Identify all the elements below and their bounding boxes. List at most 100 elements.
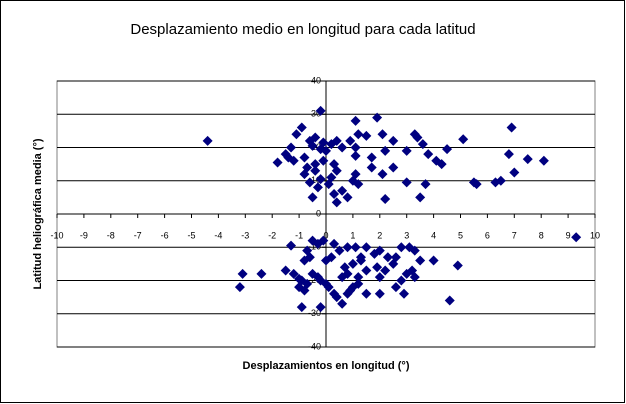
point — [353, 129, 364, 140]
x-tick-label: -8 — [107, 230, 115, 240]
point — [331, 197, 342, 208]
point — [307, 140, 318, 151]
y-tick-label: -30 — [308, 308, 321, 318]
y-axis-label: Latitud heliográfica media (°) — [32, 138, 44, 289]
point — [296, 122, 307, 133]
point — [347, 258, 358, 269]
point — [361, 265, 372, 276]
point — [329, 159, 340, 170]
point — [401, 177, 412, 188]
point — [374, 272, 385, 283]
point — [412, 132, 423, 143]
y-tick-label: -40 — [308, 341, 321, 351]
x-tick-label: 5 — [458, 230, 463, 240]
point — [377, 129, 388, 140]
x-tick-label: -9 — [80, 230, 88, 240]
point — [331, 292, 342, 303]
point — [361, 242, 372, 253]
x-tick-label: -7 — [134, 230, 142, 240]
x-tick-label: -1 — [295, 230, 303, 240]
point — [307, 192, 318, 203]
point — [538, 155, 549, 166]
point — [380, 194, 391, 205]
point — [299, 152, 310, 163]
point — [495, 175, 506, 186]
point — [390, 282, 401, 293]
point — [337, 142, 348, 153]
x-axis-label: Desplazamientos en longitud (°) — [243, 360, 410, 372]
x-tick-label: 2 — [377, 230, 382, 240]
point — [286, 240, 297, 251]
y-tick-label: 30 — [311, 109, 321, 119]
point — [396, 242, 407, 253]
point — [272, 157, 283, 168]
point — [323, 179, 334, 190]
y-tick-label: 0 — [316, 208, 321, 218]
x-tick-label: 6 — [485, 230, 490, 240]
chart-title: Desplazamiento medio en longitud para ca… — [130, 21, 475, 38]
point — [350, 150, 361, 161]
x-tick-label: -10 — [50, 230, 63, 240]
point — [337, 185, 348, 196]
x-tick-label: 10 — [590, 230, 600, 240]
x-tick-label: 7 — [512, 230, 517, 240]
point — [374, 288, 385, 299]
point — [388, 162, 399, 173]
point — [503, 149, 514, 160]
point — [353, 179, 364, 190]
point — [361, 130, 372, 141]
point — [415, 255, 426, 266]
point — [458, 134, 469, 145]
point — [318, 155, 329, 166]
point — [299, 255, 310, 266]
point — [399, 288, 410, 299]
point — [442, 144, 453, 155]
point — [417, 139, 428, 150]
point — [380, 145, 391, 156]
point — [323, 282, 334, 293]
point — [315, 302, 326, 313]
point — [420, 179, 431, 190]
point — [423, 149, 434, 160]
point — [366, 152, 377, 163]
point — [202, 135, 213, 146]
point — [312, 182, 323, 193]
point — [388, 135, 399, 146]
point — [401, 145, 412, 156]
x-tick-label: -4 — [214, 230, 222, 240]
point — [390, 252, 401, 263]
point — [377, 169, 388, 180]
point — [291, 129, 302, 140]
point — [350, 142, 361, 153]
point — [329, 189, 340, 200]
x-tick-label: 3 — [404, 230, 409, 240]
point — [506, 122, 517, 133]
point — [337, 272, 348, 283]
point — [353, 272, 364, 283]
point — [321, 255, 331, 266]
point — [471, 179, 482, 190]
x-tick-label: 1 — [350, 230, 355, 240]
point — [372, 262, 383, 273]
point — [310, 165, 321, 176]
point — [296, 302, 307, 313]
x-tick-label: 8 — [539, 230, 544, 240]
point — [571, 232, 582, 243]
point — [382, 252, 393, 263]
point — [355, 255, 366, 266]
x-tick-label: -3 — [241, 230, 249, 240]
y-tick-label: 40 — [311, 75, 321, 85]
point — [380, 265, 391, 276]
point — [350, 115, 361, 126]
point — [310, 159, 321, 170]
point — [415, 192, 426, 203]
point — [353, 278, 364, 289]
y-tick-label: 10 — [311, 175, 321, 185]
point — [372, 112, 383, 123]
point — [369, 248, 380, 259]
point — [334, 245, 345, 256]
point — [342, 192, 353, 203]
point — [315, 105, 326, 116]
point — [315, 174, 326, 185]
